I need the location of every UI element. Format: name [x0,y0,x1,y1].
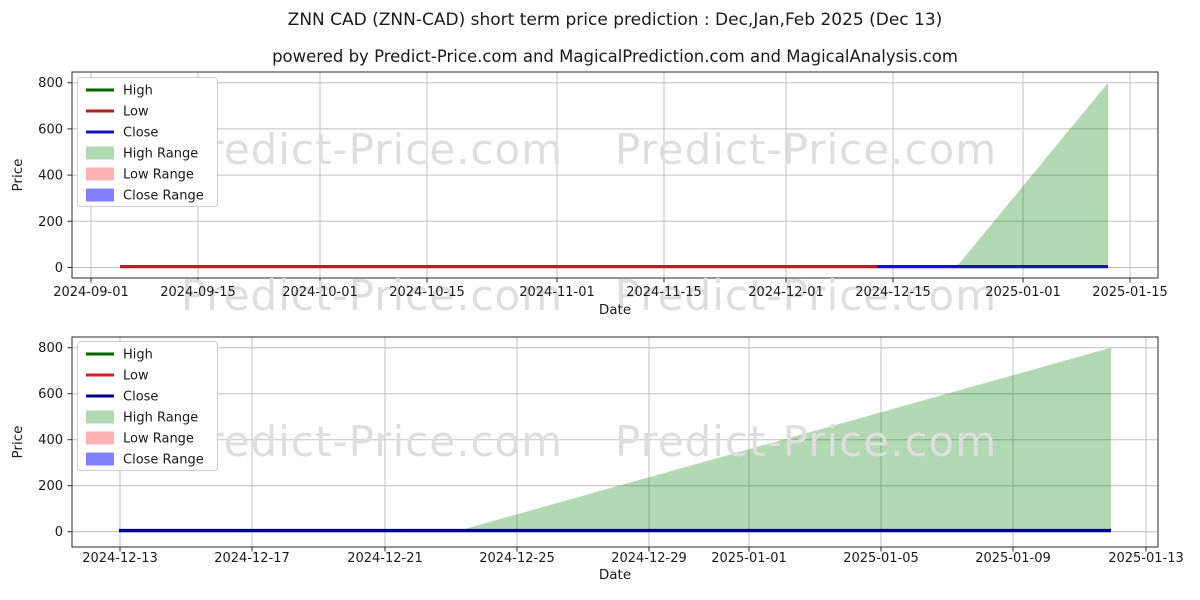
x-tick-label: 2024-12-13 [82,551,158,566]
x-tick-label: 2024-12-29 [611,551,687,566]
legend-label: High Range [123,411,198,426]
legend-low-range-swatch [86,167,114,181]
legend-label: Close [123,126,158,141]
legend-high-range-swatch [86,146,114,160]
bottom-chart [67,336,1159,552]
bottom-chart-axis-labels: 0 200 400 600 800 2024-12-13 2024-12-17 … [10,341,1184,583]
watermark-text: Predict-Price.com [615,417,997,466]
top-chart-legend: High Low Close High Range Low Range Clos… [77,77,218,207]
bottom-high-range-area [455,347,1111,532]
watermark-text: Predict-Price.com [615,125,997,174]
top-plot-border [71,71,1159,279]
y-tick-label: 800 [38,76,63,91]
x-tick-label: 2025-01-05 [843,551,919,566]
top-chart [67,71,1159,283]
x-tick-label: 2024-10-01 [282,285,358,300]
x-tick-label: 2024-11-15 [626,285,702,300]
legend-label: Close [123,390,158,405]
watermark-text: Predict-Price.com [615,271,997,320]
x-tick-label: 2024-12-21 [347,551,423,566]
legend-label: Low [123,369,149,384]
x-tick-label: 2025-01-13 [1108,551,1184,566]
x-tick-label: 2025-01-15 [1092,285,1168,300]
x-tick-label: 2024-09-01 [53,285,129,300]
y-tick-label: 200 [38,215,63,230]
x-tick-label: 2024-12-25 [479,551,555,566]
y-tick-label: 200 [38,479,63,494]
x-tick-label: 2025-01-01 [711,551,787,566]
x-tick-label: 2024-12-01 [748,285,824,300]
watermarks: Predict-Price.com Predict-Price.com Pred… [181,125,997,466]
x-tick-label: 2025-01-01 [985,285,1061,300]
y-tick-label: 600 [38,387,63,402]
legend-close-range-swatch [86,452,114,466]
figure-subtitle: powered by Predict-Price.com and Magical… [272,47,958,66]
legend-label: Close Range [123,189,204,204]
y-axis-title: Price [10,159,26,192]
y-tick-label: 400 [38,433,63,448]
bottom-plot-border [71,336,1159,548]
legend-label: High [123,84,153,99]
legend-label: Low Range [123,432,194,447]
legend-label: Low Range [123,168,194,183]
legend-close-range-swatch [86,188,114,202]
x-tick-label: 2024-10-15 [389,285,465,300]
bottom-chart-legend: High Low Close High Range Low Range Clos… [77,341,218,471]
y-axis-title: Price [10,426,26,459]
y-tick-label: 0 [55,525,63,540]
figure-title: ZNN CAD (ZNN-CAD) short term price predi… [288,10,943,30]
legend-low-range-swatch [86,431,114,445]
x-tick-label: 2024-12-15 [855,285,931,300]
watermark-text: Predict-Price.com [181,271,563,320]
bottom-chart-ticks [67,347,1147,552]
x-tick-label: 2024-11-01 [519,285,595,300]
x-tick-label: 2024-09-15 [160,285,236,300]
y-tick-label: 600 [38,122,63,137]
legend-high-range-swatch [86,410,114,424]
top-chart-ticks [67,82,1131,283]
x-axis-title: Date [599,302,631,318]
y-tick-label: 0 [55,261,63,276]
watermark-text: Predict-Price.com [181,125,563,174]
x-axis-title: Date [599,567,631,583]
legend-label: Close Range [123,453,204,468]
x-tick-label: 2025-01-09 [975,551,1051,566]
y-tick-label: 800 [38,341,63,356]
x-tick-label: 2024-12-17 [214,551,290,566]
watermark-text: Predict-Price.com [181,417,563,466]
top-chart-axis-labels: 0 200 400 600 800 2024-09-01 2024-09-15 … [10,76,1168,318]
legend-label: High Range [123,147,198,162]
legend-label: High [123,348,153,363]
top-high-range-area [956,82,1108,268]
legend-label: Low [123,105,149,120]
y-tick-label: 400 [38,169,63,184]
